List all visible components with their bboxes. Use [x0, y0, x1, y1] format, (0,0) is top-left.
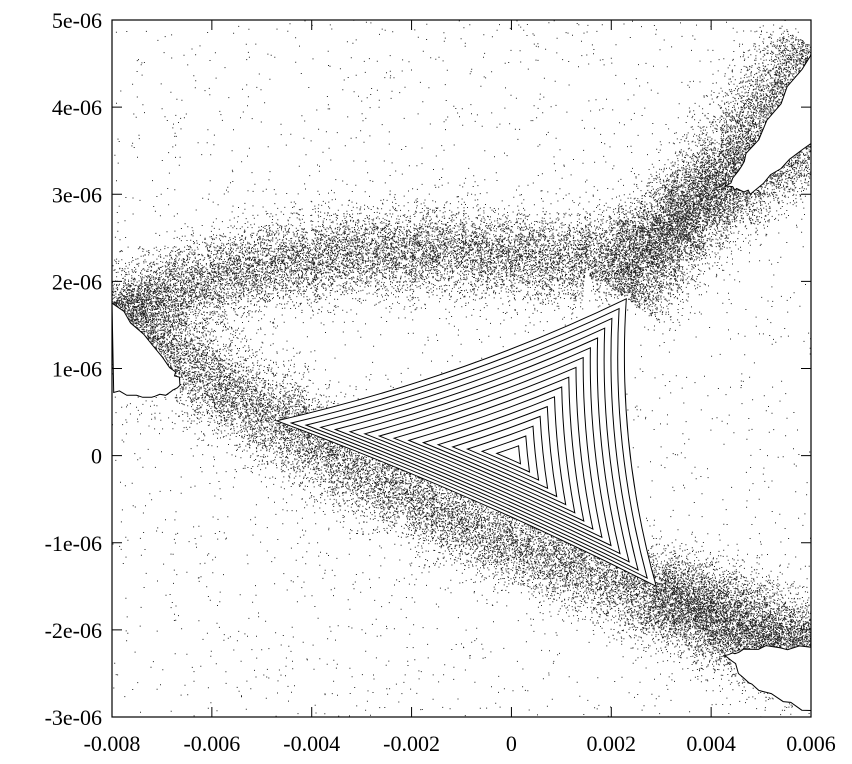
y-tick-label: -3e-06 — [45, 705, 102, 730]
invariant-curve — [333, 337, 621, 555]
island-upper-right — [724, 53, 811, 195]
y-tick-label: 5e-06 — [52, 8, 102, 33]
x-tick-label: 0 — [506, 731, 517, 756]
x-tick-label: 0.002 — [587, 731, 637, 756]
x-tick-label: -0.008 — [84, 731, 141, 756]
y-tick-label: 3e-06 — [52, 182, 102, 207]
x-tick-label: 0.004 — [686, 731, 736, 756]
invariant-curve — [304, 317, 639, 571]
island-boundaries — [112, 53, 811, 711]
invariant-curve — [319, 327, 630, 563]
invariant-curve — [436, 405, 558, 498]
y-tick-label: -1e-06 — [45, 531, 102, 556]
y-tick-label: 1e-06 — [52, 357, 102, 382]
y-tick-label: 2e-06 — [52, 269, 102, 294]
invariant-curve — [348, 347, 612, 547]
x-tick-label: -0.002 — [383, 731, 440, 756]
x-tick-label: -0.004 — [283, 731, 340, 756]
y-tick-label: 0 — [91, 444, 102, 469]
x-tick-label: -0.006 — [183, 731, 240, 756]
y-tick-label: 4e-06 — [52, 95, 102, 120]
axes: -0.008 -0.006 -0.004 -0.002 0 0.002 0.004 0.006… — [45, 8, 836, 756]
invariant-curve — [451, 415, 549, 490]
y-tick-label: -2e-06 — [45, 618, 102, 643]
invariant-curves — [275, 297, 657, 588]
x-tick-label: 0.006 — [786, 731, 836, 756]
invariant-curve — [480, 435, 531, 473]
island-lower-right — [723, 645, 811, 711]
invariant-curve — [421, 396, 567, 506]
invariant-curve — [392, 376, 585, 522]
island-left — [112, 302, 182, 398]
invariant-curve — [407, 386, 576, 514]
invariant-curve — [495, 445, 522, 465]
invariant-curve — [377, 366, 594, 530]
invariant-curve — [363, 356, 603, 539]
invariant-curve — [465, 425, 540, 481]
invariant-curve — [289, 307, 648, 580]
